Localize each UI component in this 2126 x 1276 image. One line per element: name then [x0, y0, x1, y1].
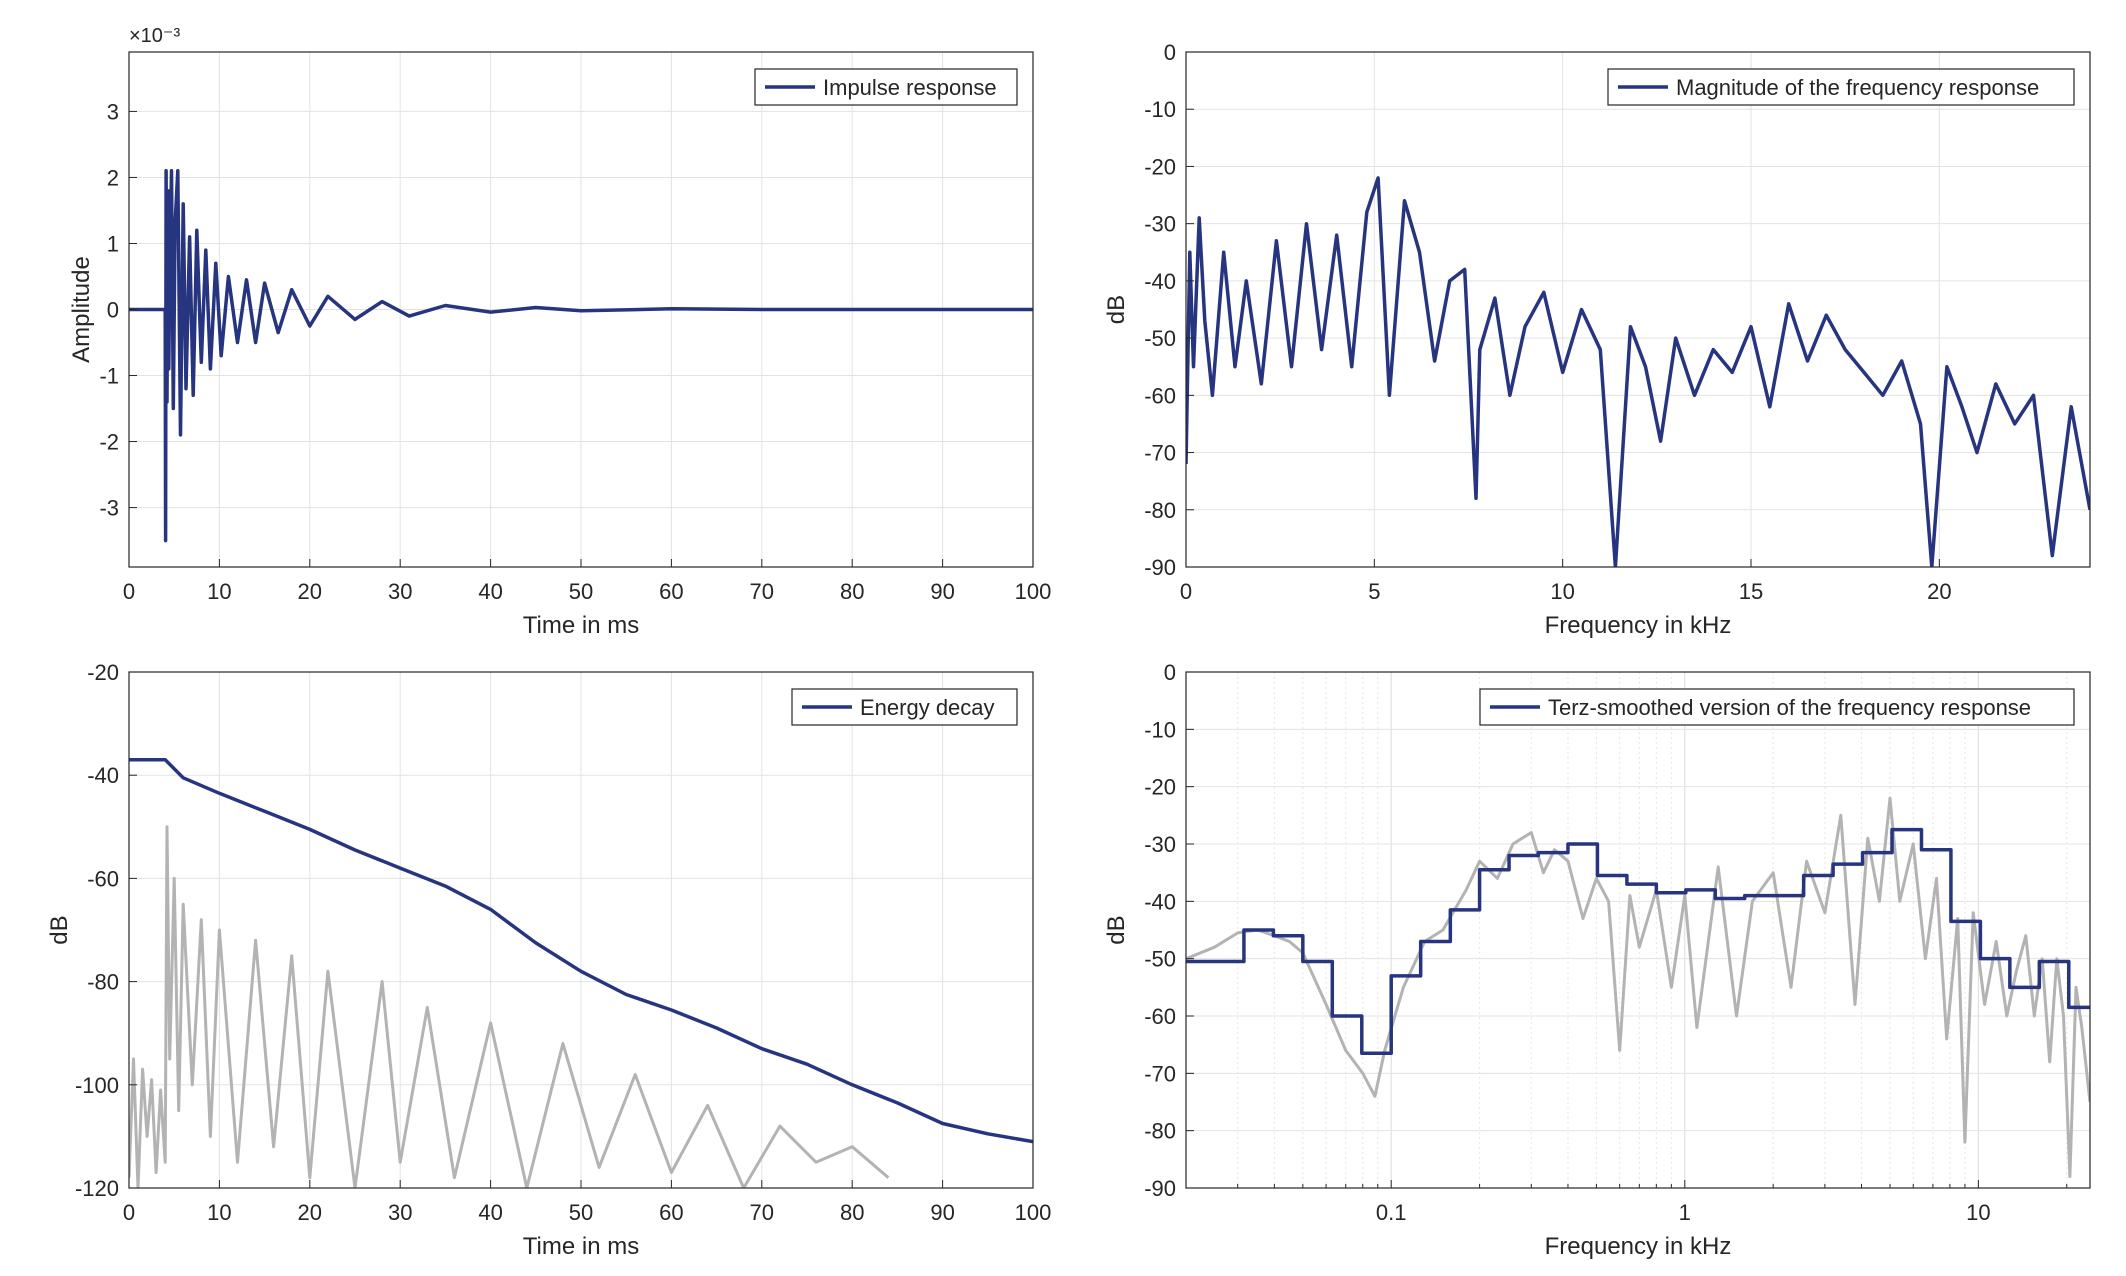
x-tick-label: 40 [478, 1200, 502, 1225]
magnitude-panel: 0 5 10 15 20 0 -10 -20 -30 -40 -50 -60 -70 -80 -90 Freq… [1103, 40, 2091, 639]
y-tick-label: -70 [1144, 441, 1176, 466]
plot-area [1186, 52, 2090, 567]
y-axis-label: dB [1103, 915, 1130, 944]
y-tick-label: -10 [1144, 717, 1176, 742]
legend-box [1479, 688, 2075, 726]
y-tick-label: 1 [107, 231, 119, 256]
x-tick-label: 10 [207, 579, 231, 604]
y-tick-label: -90 [1144, 1176, 1176, 1201]
x-tick-label: 70 [750, 579, 774, 604]
x-tick-label: 20 [298, 1200, 322, 1225]
x-tick-label: 40 [478, 579, 502, 604]
x-tick-label: 1 [1679, 1200, 1691, 1225]
x-tick-label: 20 [298, 579, 322, 604]
y-tick-label: 3 [107, 99, 119, 124]
x-tick-label: 50 [569, 1200, 593, 1225]
plot-area [1186, 672, 2090, 1188]
terz-panel: 0.1 1 10 0 -10 -20 -30 -40 -50 -60 -70 -80 -90 Freque… [1103, 660, 2091, 1260]
x-tick-label: 30 [388, 1200, 412, 1225]
x-tick-label: 0.1 [1376, 1200, 1407, 1225]
y-exponent-label: ×10⁻³ [129, 25, 180, 47]
y-tick-label: 0 [1164, 660, 1176, 685]
x-axis-label: Time in ms [523, 1233, 639, 1260]
y-tick-label: -80 [87, 970, 119, 995]
y-tick-label: -20 [1144, 154, 1176, 179]
x-tick-label: 10 [1550, 579, 1574, 604]
legend-entry: Impulse response [823, 75, 997, 100]
y-tick-label: -60 [1144, 383, 1176, 408]
axes-box [1185, 51, 2091, 568]
y-tick-label: -40 [87, 763, 119, 788]
legend: Impulse response [754, 68, 1018, 106]
x-tick-label: 5 [1368, 579, 1380, 604]
x-tick-label: 0 [123, 1200, 135, 1225]
legend-entry: Magnitude of the frequency response [1676, 75, 2039, 100]
y-tick-label: -20 [87, 660, 119, 685]
y-tick-label: 2 [107, 165, 119, 190]
energy-panel: 0 10 20 30 40 50 60 70 80 90 100 -20 -40 -60 -80 -100 -1… [46, 660, 1051, 1260]
x-tick-label: 15 [1739, 579, 1763, 604]
y-tick-label: -1 [99, 364, 119, 389]
y-tick-label: -50 [1144, 326, 1176, 351]
x-axis-label: Frequency in kHz [1545, 612, 1732, 639]
x-tick-label: 30 [388, 579, 412, 604]
y-tick-label: -70 [1144, 1061, 1176, 1086]
y-tick-label: -80 [1144, 1119, 1176, 1144]
y-tick-label: -20 [1144, 775, 1176, 800]
y-tick-label: -90 [1144, 555, 1176, 580]
y-tick-label: -3 [99, 496, 119, 521]
x-tick-label: 0 [1180, 579, 1192, 604]
reference-series-line [129, 825, 890, 1188]
legend-entry: Energy decay [860, 695, 995, 720]
impulse-panel: 0 10 20 30 40 50 60 70 80 90 100 -3 -2 -1 0 1 2 3 ×10⁻³ Tim… [68, 25, 1051, 639]
series-line [1186, 176, 2090, 567]
y-axis-label: dB [46, 915, 73, 944]
y-tick-label: -60 [1144, 1004, 1176, 1029]
x-tick-label: 0 [123, 579, 135, 604]
x-tick-label: 60 [659, 1200, 683, 1225]
legend: Energy decay [791, 688, 1018, 726]
y-tick-label: -100 [75, 1073, 119, 1098]
x-tick-label: 70 [750, 1200, 774, 1225]
x-tick-label: 10 [1966, 1200, 1990, 1225]
series-line [129, 757, 1033, 1144]
x-tick-label: 60 [659, 579, 683, 604]
y-tick-label: 0 [107, 298, 119, 323]
legend-box [1607, 68, 2075, 106]
y-axis-label: Amplitude [68, 256, 95, 363]
series-line [1186, 827, 2090, 1056]
x-tick-label: 90 [930, 1200, 954, 1225]
y-tick-label: -40 [1144, 889, 1176, 914]
x-tick-label: 50 [569, 579, 593, 604]
axes-box [1185, 671, 2091, 1189]
legend: Terz-smoothed version of the frequency r… [1479, 688, 2075, 726]
x-tick-label: 100 [1015, 579, 1052, 604]
y-tick-label: -10 [1144, 97, 1176, 122]
y-tick-label: 0 [1164, 40, 1176, 65]
reference-series-line [1186, 796, 2090, 1178]
x-tick-label: 20 [1927, 579, 1951, 604]
y-axis-label: dB [1103, 295, 1130, 324]
legend: Magnitude of the frequency response [1607, 68, 2075, 106]
y-tick-label: -80 [1144, 498, 1176, 523]
x-tick-label: 80 [840, 1200, 864, 1225]
y-tick-label: -120 [75, 1176, 119, 1201]
x-axis-label: Frequency in kHz [1545, 1233, 1732, 1260]
y-tick-label: -60 [87, 866, 119, 891]
y-tick-label: -30 [1144, 832, 1176, 857]
x-axis-label: Time in ms [523, 612, 639, 639]
y-tick-label: -30 [1144, 212, 1176, 237]
y-tick-label: -2 [99, 430, 119, 455]
x-tick-label: 10 [207, 1200, 231, 1225]
series-line [129, 169, 1033, 543]
x-tick-label: 80 [840, 579, 864, 604]
x-tick-label: 100 [1015, 1200, 1052, 1225]
x-tick-label: 90 [930, 579, 954, 604]
y-tick-label: -40 [1144, 269, 1176, 294]
y-tick-label: -50 [1144, 947, 1176, 972]
legend-entry: Terz-smoothed version of the frequency r… [1548, 695, 2031, 720]
